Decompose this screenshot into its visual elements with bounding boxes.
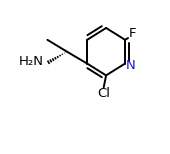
Text: F: F: [129, 27, 136, 40]
Text: N: N: [126, 59, 136, 72]
Text: Cl: Cl: [97, 87, 110, 100]
Text: H₂N: H₂N: [18, 55, 43, 68]
